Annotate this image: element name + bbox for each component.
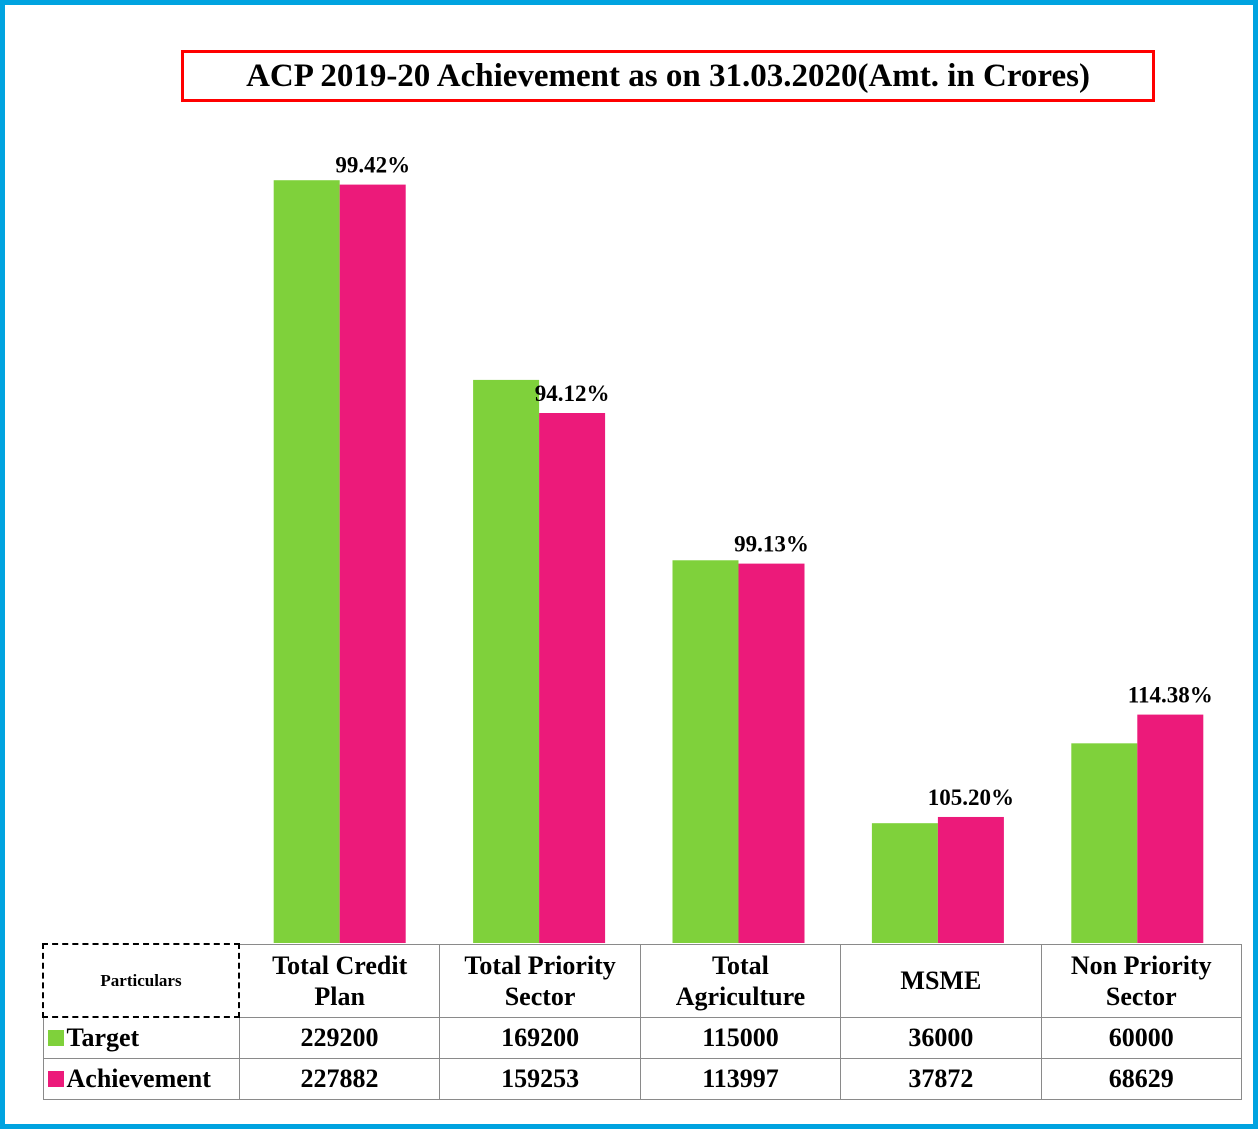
table-header-cell: Particulars	[42, 943, 240, 1018]
data-label: 99.42%	[335, 153, 410, 178]
table-value: 60000	[1040, 1016, 1242, 1059]
legend-swatch	[47, 1030, 64, 1046]
bar	[1071, 743, 1138, 943]
category-label: Total Credit Plan	[238, 943, 441, 1018]
category-label: Total Priority Sector	[439, 943, 641, 1018]
table-row: Achievement 227882 159253 113997 37872 68629	[42, 1058, 1242, 1100]
category-label: MSME	[840, 943, 1042, 1018]
bar	[937, 816, 1004, 943]
category-label: Total Agriculture	[639, 943, 842, 1018]
data-label: 114.38%	[1128, 683, 1213, 708]
bar	[1137, 714, 1204, 943]
table-value: 115000	[639, 1016, 842, 1059]
bar	[738, 563, 805, 943]
category-label: Non Priority Sector	[1040, 943, 1242, 1018]
legend-entry: Target	[42, 1016, 240, 1059]
table-value: 227882	[238, 1058, 441, 1100]
legend-label: Target	[66, 1023, 140, 1052]
bar	[871, 823, 938, 943]
table-value: 159253	[439, 1058, 641, 1100]
data-label: 94.12%	[535, 381, 610, 406]
bar	[539, 413, 606, 944]
legend-swatch	[47, 1071, 64, 1087]
table-value: 169200	[439, 1016, 641, 1059]
table-value: 36000	[840, 1016, 1042, 1059]
data-label: 99.13%	[734, 532, 809, 557]
legend-entry: Achievement	[42, 1058, 240, 1100]
table-value: 37872	[840, 1058, 1042, 1100]
table-row: Target 229200 169200 115000 36000 60000	[42, 1016, 1242, 1059]
table-value: 229200	[238, 1016, 441, 1059]
table-value: 68629	[1040, 1058, 1242, 1100]
data-table: Particulars Total Credit Plan Total Priori…	[42, 943, 1242, 1100]
bar	[339, 184, 406, 943]
bar	[672, 560, 739, 943]
legend-label: Achievement	[66, 1064, 211, 1093]
table-value: 113997	[639, 1058, 842, 1100]
table-header-row: Particulars Total Credit Plan Total Priori…	[42, 943, 1242, 1018]
chart-title: ACP 2019-20 Achievement as on 31.03.2020…	[181, 50, 1155, 102]
data-label: 105.20%	[928, 785, 1014, 810]
bar	[273, 180, 340, 943]
bar	[473, 379, 540, 943]
